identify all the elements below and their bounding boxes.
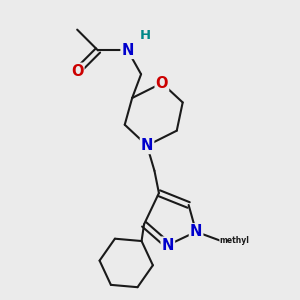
Text: N: N	[141, 138, 153, 153]
Text: O: O	[156, 76, 168, 91]
Text: N: N	[122, 43, 134, 58]
Text: N: N	[162, 238, 174, 253]
Text: N: N	[190, 224, 202, 239]
Text: O: O	[71, 64, 83, 79]
Text: methyl: methyl	[220, 236, 250, 245]
Text: H: H	[140, 29, 151, 42]
